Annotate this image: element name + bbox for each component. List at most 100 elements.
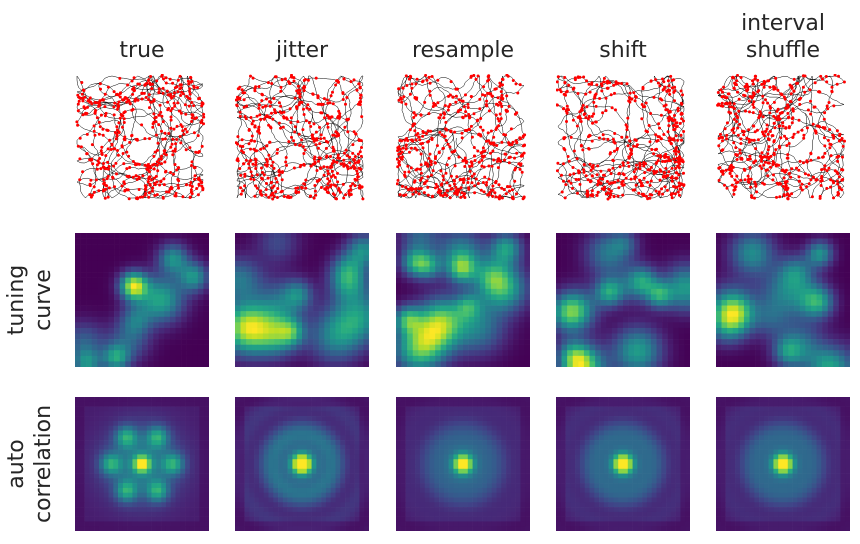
- rate-map-cell: [656, 305, 663, 312]
- rate-map-cell: [257, 277, 264, 284]
- rate-map-cell: [435, 277, 441, 284]
- spike-point: [613, 180, 617, 184]
- rate-map-cell: [572, 311, 579, 318]
- rate-map-cell: [617, 311, 624, 318]
- rate-map-cell: [86, 266, 93, 273]
- rate-map-cell: [673, 344, 680, 351]
- spike-point: [628, 139, 632, 143]
- rate-map-cell: [125, 244, 132, 251]
- rate-map-cell: [429, 277, 436, 284]
- spike-point: [95, 116, 99, 120]
- rate-map-cell: [318, 244, 325, 251]
- rate-map-cell: [468, 294, 475, 301]
- spike-point: [137, 176, 141, 180]
- spike-point: [103, 92, 107, 96]
- spike-point: [470, 174, 474, 178]
- rate-map-cell: [639, 333, 646, 340]
- rate-map-cell: [524, 361, 530, 367]
- spike-point: [821, 77, 824, 81]
- rate-map-cell: [623, 311, 629, 318]
- rate-map-cell: [290, 244, 297, 251]
- rate-map-cell: [262, 283, 269, 290]
- spike-point: [675, 176, 679, 180]
- rate-map-cell: [518, 316, 525, 323]
- rate-map-cell: [468, 255, 475, 262]
- spike-point: [107, 165, 111, 168]
- spike-point: [657, 122, 661, 126]
- rate-map-cell: [673, 305, 680, 312]
- spike-point: [499, 117, 503, 121]
- rate-map-cell: [479, 311, 486, 318]
- rate-map-cell: [313, 316, 320, 323]
- rate-map-cell: [507, 339, 514, 345]
- rate-map-cell: [136, 350, 143, 357]
- rate-map-cell: [589, 339, 596, 345]
- spike-point: [745, 89, 749, 93]
- spike-point: [764, 98, 767, 102]
- spike-point: [772, 121, 776, 125]
- spike-point: [477, 160, 481, 164]
- spike-point: [841, 144, 845, 148]
- rate-map-cell: [108, 255, 115, 262]
- rate-map-cell: [567, 277, 574, 284]
- rate-map-cell: [164, 244, 171, 251]
- spike-point: [810, 195, 814, 199]
- spike-point: [402, 194, 406, 197]
- rate-map-cell: [583, 327, 590, 334]
- rate-map-cell: [147, 255, 154, 262]
- spike-point: [123, 182, 126, 186]
- rate-map-cell: [169, 283, 176, 290]
- rate-map-cell: [673, 361, 680, 367]
- spike-point: [664, 159, 668, 163]
- rate-map-cell: [318, 233, 325, 239]
- rate-map-cell: [164, 300, 171, 306]
- spike-point: [748, 154, 752, 158]
- spike-point: [77, 99, 81, 103]
- spike-point: [148, 183, 152, 187]
- spike-point: [649, 179, 653, 183]
- spike-point: [760, 157, 764, 161]
- rate-map-cell: [468, 260, 475, 267]
- spike-point: [345, 96, 349, 99]
- rate-map-cell: [197, 266, 204, 273]
- spike-point: [760, 167, 764, 170]
- rate-map-cell: [589, 233, 596, 239]
- rate-map-cell: [524, 300, 530, 306]
- spike-point: [520, 170, 524, 174]
- rate-map-cell: [75, 355, 81, 362]
- rate-map-cell: [153, 272, 160, 278]
- rate-map-cell: [114, 244, 120, 251]
- rate-map-cell: [285, 294, 292, 301]
- spike-point: [491, 188, 495, 192]
- rate-map-cell: [175, 322, 182, 329]
- rate-map-cell: [142, 244, 148, 251]
- rate-map-cell: [114, 311, 120, 318]
- rate-map-cell: [363, 311, 369, 318]
- spike-point: [661, 88, 665, 92]
- spike-point: [267, 195, 271, 199]
- rate-map-cell: [513, 305, 520, 312]
- spike-point: [302, 89, 306, 93]
- rate-map-cell: [352, 255, 359, 262]
- rate-map-cell: [108, 344, 115, 351]
- rate-map-cell: [341, 238, 347, 245]
- rate-map-cell: [429, 238, 436, 245]
- spike-point: [152, 167, 156, 171]
- rate-map-cell: [507, 238, 514, 245]
- rate-map-cell: [524, 238, 530, 245]
- rate-map-cell: [102, 238, 109, 245]
- rate-map-cell: [634, 339, 641, 345]
- rate-map-cell: [125, 260, 132, 267]
- rate-map-cell: [606, 327, 613, 334]
- spike-point: [348, 193, 352, 197]
- spike-point: [271, 192, 275, 195]
- rate-map-cell: [435, 350, 441, 357]
- spike-point: [453, 164, 457, 168]
- rate-map-cell: [302, 266, 308, 273]
- rate-map-cell: [357, 339, 364, 345]
- rate-map-cell: [147, 244, 154, 251]
- rate-map-cell: [611, 333, 618, 340]
- rate-map-cell: [611, 294, 618, 301]
- spike-point: [789, 175, 793, 179]
- rate-map-cell: [285, 233, 292, 239]
